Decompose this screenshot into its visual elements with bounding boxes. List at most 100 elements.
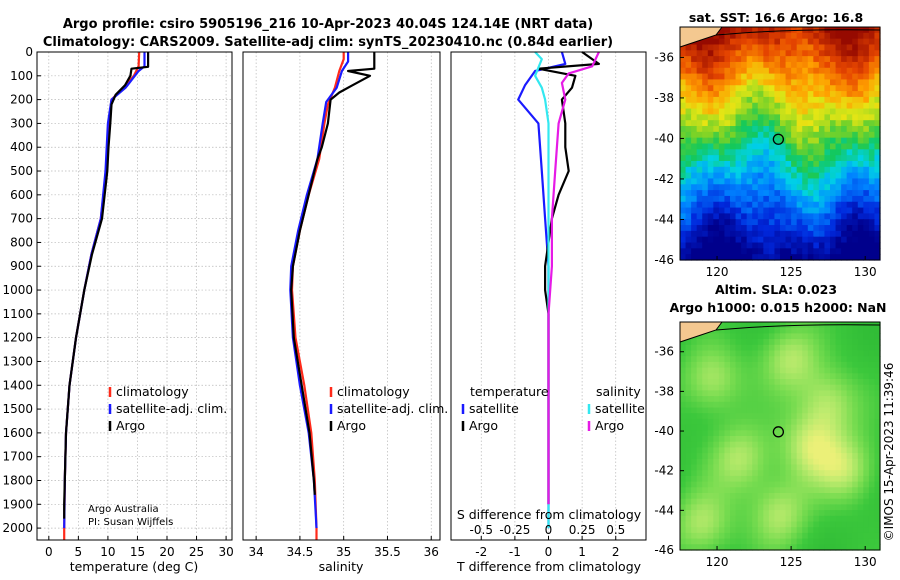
map-cell [841, 470, 848, 477]
map-cell [702, 532, 709, 540]
map-cell [741, 225, 748, 232]
map-cell [702, 350, 709, 357]
map-cell [791, 172, 798, 180]
map-cell [696, 481, 703, 488]
map-cell [691, 510, 698, 517]
map-cell [863, 407, 870, 414]
map-cell [735, 515, 742, 523]
map-cell [763, 67, 770, 75]
map-cell [830, 73, 837, 81]
map-cell [802, 38, 809, 46]
map-cell [774, 436, 781, 443]
map-cell [818, 120, 826, 127]
map-cell [874, 50, 881, 57]
map-cell [702, 230, 709, 238]
map-cell [730, 230, 737, 238]
map-cell [685, 344, 692, 352]
map-cell [730, 131, 737, 139]
map-cell [724, 470, 731, 477]
map-cell [757, 207, 764, 214]
map-cell [807, 544, 814, 551]
map-cell [713, 396, 720, 403]
map-cell [757, 254, 764, 261]
map-cell [830, 441, 837, 448]
map-cell [680, 350, 687, 357]
map-cell [807, 120, 814, 127]
map-cell [857, 219, 864, 226]
map-cell [802, 344, 809, 352]
map-cell [741, 50, 748, 57]
map-cell [713, 441, 720, 448]
map-cell [691, 102, 698, 110]
map-cell [802, 458, 809, 466]
map-cell [730, 481, 737, 488]
map-cell [813, 413, 820, 420]
map-cell [774, 515, 781, 523]
map-cell [763, 219, 770, 226]
map-cell [835, 379, 842, 386]
map-cell [691, 521, 698, 528]
map-cell [780, 418, 787, 426]
map-cell [735, 327, 742, 334]
map-cell [763, 248, 770, 255]
map-cell [696, 344, 703, 352]
map-cell [807, 50, 814, 57]
map-cell [868, 481, 876, 488]
map-cell [780, 322, 787, 329]
map-cell [874, 458, 881, 466]
map-cell [774, 213, 781, 220]
map-cell [857, 44, 864, 51]
map-cell [841, 333, 848, 340]
map-cell [735, 475, 742, 483]
map-cell [830, 102, 837, 110]
map-cell [757, 407, 764, 414]
map-cell [835, 248, 842, 255]
map-cell [752, 85, 759, 92]
map-cell [874, 67, 881, 75]
map-cell [735, 373, 742, 380]
map-cell [707, 464, 714, 471]
map-cell [852, 67, 859, 75]
map-cell [857, 464, 864, 471]
map-cell [696, 498, 703, 505]
map-cell [874, 61, 881, 69]
map-cell [696, 195, 703, 203]
map-cell [780, 493, 787, 500]
map-cell [707, 344, 714, 352]
plot-background [37, 52, 232, 540]
map-cell [807, 166, 814, 174]
map-cell [824, 225, 831, 232]
map-cell [818, 254, 826, 261]
map-cell [824, 510, 831, 517]
map-cell [735, 407, 742, 414]
map-cell [863, 248, 870, 255]
map-cell [735, 532, 742, 540]
map-cell [702, 470, 709, 477]
map-cell [680, 137, 687, 145]
map-cell [818, 344, 826, 352]
map-cell [818, 453, 826, 460]
map-cell [735, 424, 742, 431]
map-cell [818, 493, 826, 500]
map-cell [741, 413, 748, 420]
map-cell [818, 213, 826, 220]
map-cell [813, 85, 820, 92]
map-cell [680, 143, 687, 150]
map-cell [718, 44, 726, 51]
map-cell [846, 73, 853, 81]
map-cell [857, 79, 864, 86]
map-cell [791, 44, 798, 51]
map-cell [813, 481, 820, 488]
map-cell [863, 137, 870, 145]
map-cell [713, 327, 720, 334]
map-cell [807, 131, 814, 139]
map-cell [718, 219, 726, 226]
map-cell [735, 350, 742, 357]
map-cell [824, 207, 831, 214]
map-cell [741, 356, 748, 363]
map-cell [813, 38, 820, 46]
map-cell [780, 201, 787, 209]
map-cell [741, 172, 748, 180]
map-cell [863, 441, 870, 448]
map-cell [685, 61, 692, 69]
